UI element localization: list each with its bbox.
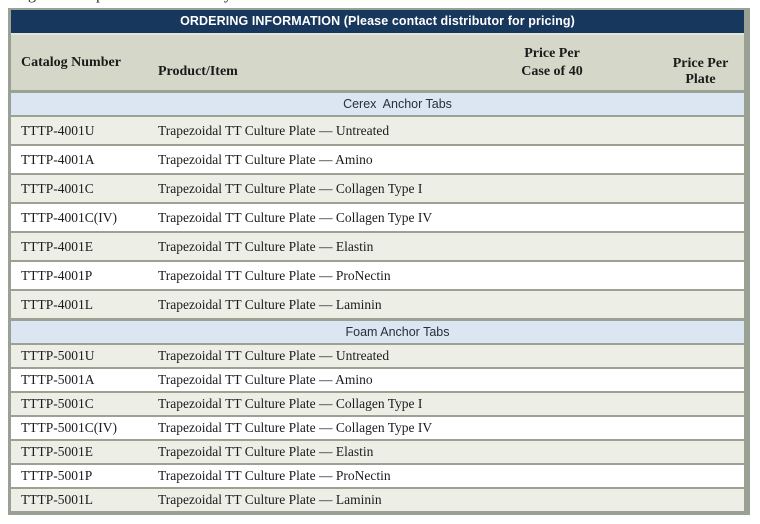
catalog-number-cell: TTTP-5001C(IV): [21, 420, 117, 435]
catalog-number-cell: TTTP-4001E: [21, 238, 93, 254]
table-row: TTTP-4001E Trapezoidal TT Culture Plate —…: [11, 231, 744, 260]
table-row: TTTP-5001P Trapezoidal TT Culture Plate —…: [11, 463, 744, 487]
product-item-cell: Trapezoidal TT Culture Plate — Elastin: [158, 444, 374, 459]
price-per-case-line1: Price Per: [524, 45, 580, 61]
product-item-cell: Trapezoidal TT Culture Plate — Collagen …: [158, 180, 423, 196]
product-item-cell: Trapezoidal TT Culture Plate — Untreated: [158, 348, 390, 363]
price-per-case-line2: Case of 40: [521, 63, 583, 79]
cropped-text-line: gpy: [0, 0, 760, 6]
table-row: TTTP-5001A Trapezoidal TT Culture Plate —…: [11, 367, 744, 391]
section-header-foam-anchor-tabs: Foam Anchor Tabs: [11, 318, 744, 343]
product-item-cell: Trapezoidal TT Culture Plate — Collagen …: [158, 396, 423, 411]
catalog-number-cell: TTTP-4001L: [21, 296, 93, 312]
catalog-number-cell: TTTP-4001U: [21, 122, 95, 138]
col-header-price-per-plate: Price Per Plate: [672, 55, 729, 87]
table-row: TTTP-4001U Trapezoidal TT Culture Plate —…: [11, 115, 744, 144]
column-header-row: Catalog Number Product/Item Price Per Ca…: [11, 35, 744, 90]
col-header-price-per-case: Price Per Case of 40: [447, 45, 657, 81]
catalog-number-cell: TTTP-4001A: [21, 151, 95, 167]
product-item-cell: Trapezoidal TT Culture Plate — ProNectin: [158, 468, 391, 483]
catalog-number-cell: TTTP-5001A: [21, 372, 95, 387]
product-item-cell: Trapezoidal TT Culture Plate — Amino: [158, 372, 373, 387]
table-row: TTTP-4001C Trapezoidal TT Culture Plate —…: [11, 173, 744, 202]
product-item-cell: Trapezoidal TT Culture Plate — Collagen …: [158, 209, 433, 225]
table-row: TTTP-5001C(IV) Trapezoidal TT Culture Pla…: [11, 415, 744, 439]
table-row: TTTP-5001U Trapezoidal TT Culture Plate —…: [11, 343, 744, 367]
cropped-text-fragment: g: [28, 0, 36, 4]
table-row: TTTP-5001E Trapezoidal TT Culture Plate —…: [11, 439, 744, 463]
product-item-cell: Trapezoidal TT Culture Plate — Amino: [158, 151, 373, 167]
catalog-number-cell: TTTP-4001P: [21, 267, 93, 283]
table-row: TTTP-5001C Trapezoidal TT Culture Plate —…: [11, 391, 744, 415]
cropped-text-fragment: p: [96, 0, 104, 4]
product-item-cell: Trapezoidal TT Culture Plate — ProNectin: [158, 267, 391, 283]
product-item-cell: Trapezoidal TT Culture Plate — Untreated: [158, 122, 390, 138]
ordering-information-table: ORDERING INFORMATION (Please contact dis…: [8, 8, 750, 515]
table-row: TTTP-4001L Trapezoidal TT Culture Plate —…: [11, 289, 744, 318]
table-row: TTTP-4001P Trapezoidal TT Culture Plate —…: [11, 260, 744, 289]
table-row: TTTP-4001C(IV) Trapezoidal TT Culture Pla…: [11, 202, 744, 231]
cropped-text-fragment: y: [224, 0, 232, 4]
catalog-number-cell: TTTP-5001E: [21, 444, 93, 459]
catalog-number-cell: TTTP-5001L: [21, 492, 93, 507]
product-item-cell: Trapezoidal TT Culture Plate — Laminin: [158, 492, 382, 507]
table-title: ORDERING INFORMATION (Please contact dis…: [11, 10, 744, 35]
section-header-cerex-anchor-tabs: Cerex Anchor Tabs: [11, 90, 744, 115]
col-header-product-item: Product/Item: [158, 63, 238, 79]
catalog-number-cell: TTTP-4001C(IV): [21, 209, 117, 225]
product-item-cell: Trapezoidal TT Culture Plate — Elastin: [158, 238, 374, 254]
catalog-number-cell: TTTP-5001U: [21, 348, 95, 363]
product-item-cell: Trapezoidal TT Culture Plate — Collagen …: [158, 420, 433, 435]
product-item-cell: Trapezoidal TT Culture Plate — Laminin: [158, 296, 382, 312]
catalog-number-cell: TTTP-4001C: [21, 180, 94, 196]
catalog-number-cell: TTTP-5001P: [21, 468, 93, 483]
catalog-number-cell: TTTP-5001C: [21, 396, 94, 411]
col-header-catalog-number: Catalog Number: [21, 54, 121, 70]
table-row: TTTP-4001A Trapezoidal TT Culture Plate —…: [11, 144, 744, 173]
table-row: TTTP-5001L Trapezoidal TT Culture Plate —…: [11, 487, 744, 511]
table-body: Cerex Anchor Tabs TTTP-4001U Trapezoidal T…: [11, 90, 744, 511]
